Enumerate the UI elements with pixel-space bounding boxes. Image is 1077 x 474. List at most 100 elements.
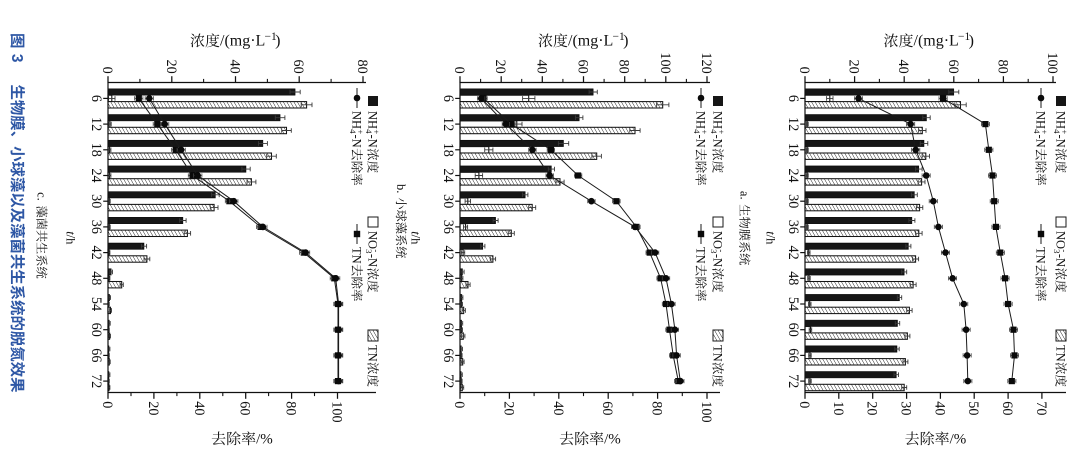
svg-text:TN: TN: [694, 247, 708, 264]
svg-text:−1: −1: [958, 31, 970, 43]
svg-text:12: 12: [440, 117, 456, 131]
svg-text:0: 0: [451, 67, 467, 74]
svg-text:−1: −1: [613, 31, 625, 43]
svg-text:10: 10: [830, 401, 846, 415]
svg-text:24: 24: [88, 168, 104, 182]
svg-text:NH: NH: [350, 111, 364, 129]
svg-text:54: 54: [88, 297, 104, 311]
svg-text:24: 24: [785, 168, 801, 182]
svg-text:42: 42: [440, 246, 456, 260]
svg-text:-N: -N: [711, 135, 725, 148]
svg-text:NH: NH: [694, 111, 708, 129]
svg-text:/(mg·L: /(mg·L: [220, 33, 265, 50]
svg-text:60: 60: [237, 401, 253, 415]
svg-text:100: 100: [657, 52, 673, 73]
svg-text:72: 72: [440, 374, 456, 388]
svg-text:/%: /%: [604, 432, 621, 448]
svg-text:0: 0: [99, 401, 115, 408]
svg-text:30: 30: [785, 194, 801, 208]
svg-text:3: 3: [709, 249, 719, 254]
svg-text:40: 40: [227, 60, 243, 74]
svg-text:72: 72: [88, 374, 104, 388]
svg-text:20: 20: [846, 60, 862, 74]
svg-text:/(mg·L: /(mg·L: [568, 33, 613, 50]
svg-text:30: 30: [898, 401, 914, 415]
svg-text:50: 50: [965, 401, 981, 415]
svg-text:80: 80: [616, 60, 632, 74]
svg-text:0: 0: [99, 67, 115, 74]
svg-text:6: 6: [440, 95, 456, 102]
svg-text:80: 80: [649, 401, 665, 415]
svg-text:TN: TN: [1034, 247, 1048, 264]
svg-text:b.: b.: [394, 184, 408, 193]
svg-text:40: 40: [931, 401, 947, 415]
svg-text:4: 4: [1052, 129, 1062, 134]
svg-text:NO: NO: [366, 231, 380, 249]
svg-text:18: 18: [440, 143, 456, 157]
svg-text:4: 4: [364, 129, 374, 134]
svg-text:t/h: t/h: [64, 231, 78, 245]
svg-text:80: 80: [994, 60, 1010, 74]
svg-text:-N: -N: [366, 135, 380, 148]
svg-text:60: 60: [575, 60, 591, 74]
svg-text:NH: NH: [1034, 111, 1048, 129]
svg-text:TN: TN: [711, 345, 725, 362]
svg-text:18: 18: [88, 143, 104, 157]
svg-text:−1: −1: [265, 31, 277, 43]
svg-text:20: 20: [163, 60, 179, 74]
svg-text:TN: TN: [350, 247, 364, 264]
svg-text:+: +: [372, 129, 382, 134]
svg-text:0: 0: [451, 401, 467, 408]
svg-text:48: 48: [440, 271, 456, 285]
svg-text:+: +: [356, 129, 366, 134]
svg-text:30: 30: [88, 194, 104, 208]
svg-text:+: +: [716, 129, 726, 134]
svg-text:40: 40: [550, 401, 566, 415]
svg-text:100: 100: [698, 401, 714, 422]
svg-text:20: 20: [864, 401, 880, 415]
svg-text:+: +: [699, 129, 709, 134]
svg-text:-N: -N: [694, 135, 708, 148]
svg-text:6: 6: [785, 95, 801, 102]
svg-text:36: 36: [440, 220, 456, 234]
svg-text:0: 0: [796, 401, 812, 408]
svg-text:12: 12: [88, 117, 104, 131]
svg-text:+: +: [1040, 129, 1050, 134]
svg-text:20: 20: [500, 401, 516, 415]
svg-text:): ): [969, 33, 974, 50]
svg-text:36: 36: [88, 220, 104, 234]
svg-text:4: 4: [348, 129, 358, 134]
svg-text:60: 60: [785, 323, 801, 337]
svg-text:40: 40: [191, 401, 207, 415]
svg-text:36: 36: [785, 220, 801, 234]
svg-text:20: 20: [492, 60, 508, 74]
svg-text:3: 3: [364, 249, 374, 254]
svg-text:NH: NH: [711, 111, 725, 129]
svg-text:80: 80: [283, 401, 299, 415]
svg-text:60: 60: [999, 401, 1015, 415]
svg-text:100: 100: [329, 401, 345, 422]
svg-text:-N: -N: [1054, 135, 1068, 148]
svg-text:a.: a.: [738, 191, 752, 200]
svg-text:NO: NO: [711, 231, 725, 249]
svg-text:120: 120: [698, 52, 714, 73]
svg-text:60: 60: [599, 401, 615, 415]
svg-text:60: 60: [440, 323, 456, 337]
svg-text:-N: -N: [1054, 254, 1068, 267]
svg-text:66: 66: [440, 348, 456, 362]
svg-text:48: 48: [785, 271, 801, 285]
svg-text:6: 6: [88, 95, 104, 102]
svg-text:TN: TN: [1054, 345, 1068, 362]
svg-text:18: 18: [785, 143, 801, 157]
svg-text:-: -: [1059, 249, 1069, 252]
svg-text:t/h: t/h: [764, 231, 778, 245]
svg-text:20: 20: [145, 401, 161, 415]
svg-text:-N: -N: [711, 254, 725, 267]
svg-text:42: 42: [785, 246, 801, 260]
svg-text:100: 100: [1044, 52, 1060, 73]
svg-text:/%: /%: [256, 432, 273, 448]
svg-text:4: 4: [709, 129, 719, 134]
svg-text:c.: c.: [35, 192, 49, 201]
svg-text:42: 42: [88, 246, 104, 260]
svg-text:): ): [623, 33, 628, 50]
